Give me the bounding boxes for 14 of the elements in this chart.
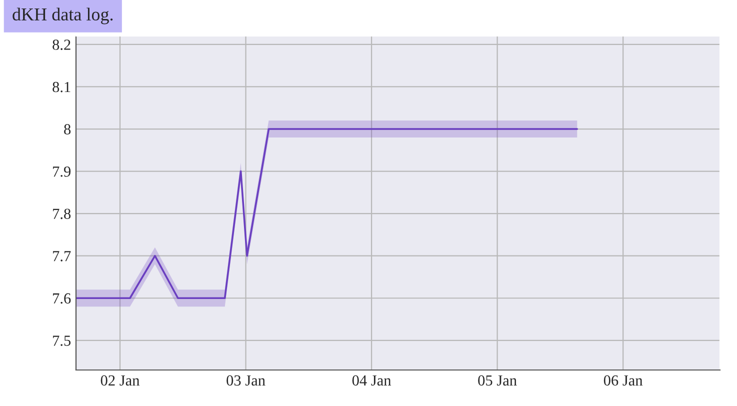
x-tick-label: 02 Jan bbox=[100, 375, 140, 386]
y-tick-label: 7.8 bbox=[53, 208, 71, 220]
x-tick-label: 05 Jan bbox=[478, 375, 517, 386]
y-tick-label: 8.2 bbox=[52, 40, 70, 50]
y-tick-label: 7.6 bbox=[53, 293, 71, 304]
x-tick-label: 06 Jan bbox=[604, 375, 643, 386]
y-tick-label: 8 bbox=[64, 124, 71, 134]
y-tick-label: 7.9 bbox=[53, 166, 71, 177]
chart-title: dKH data log. bbox=[12, 8, 113, 24]
y-tick-label: 7.5 bbox=[53, 336, 71, 346]
x-tick-label: 03 Jan bbox=[226, 375, 266, 386]
x-tick-label: 04 Jan bbox=[352, 375, 392, 386]
y-tick-label: 8.1 bbox=[52, 82, 70, 92]
y-tick-label: 7.7 bbox=[53, 251, 71, 262]
